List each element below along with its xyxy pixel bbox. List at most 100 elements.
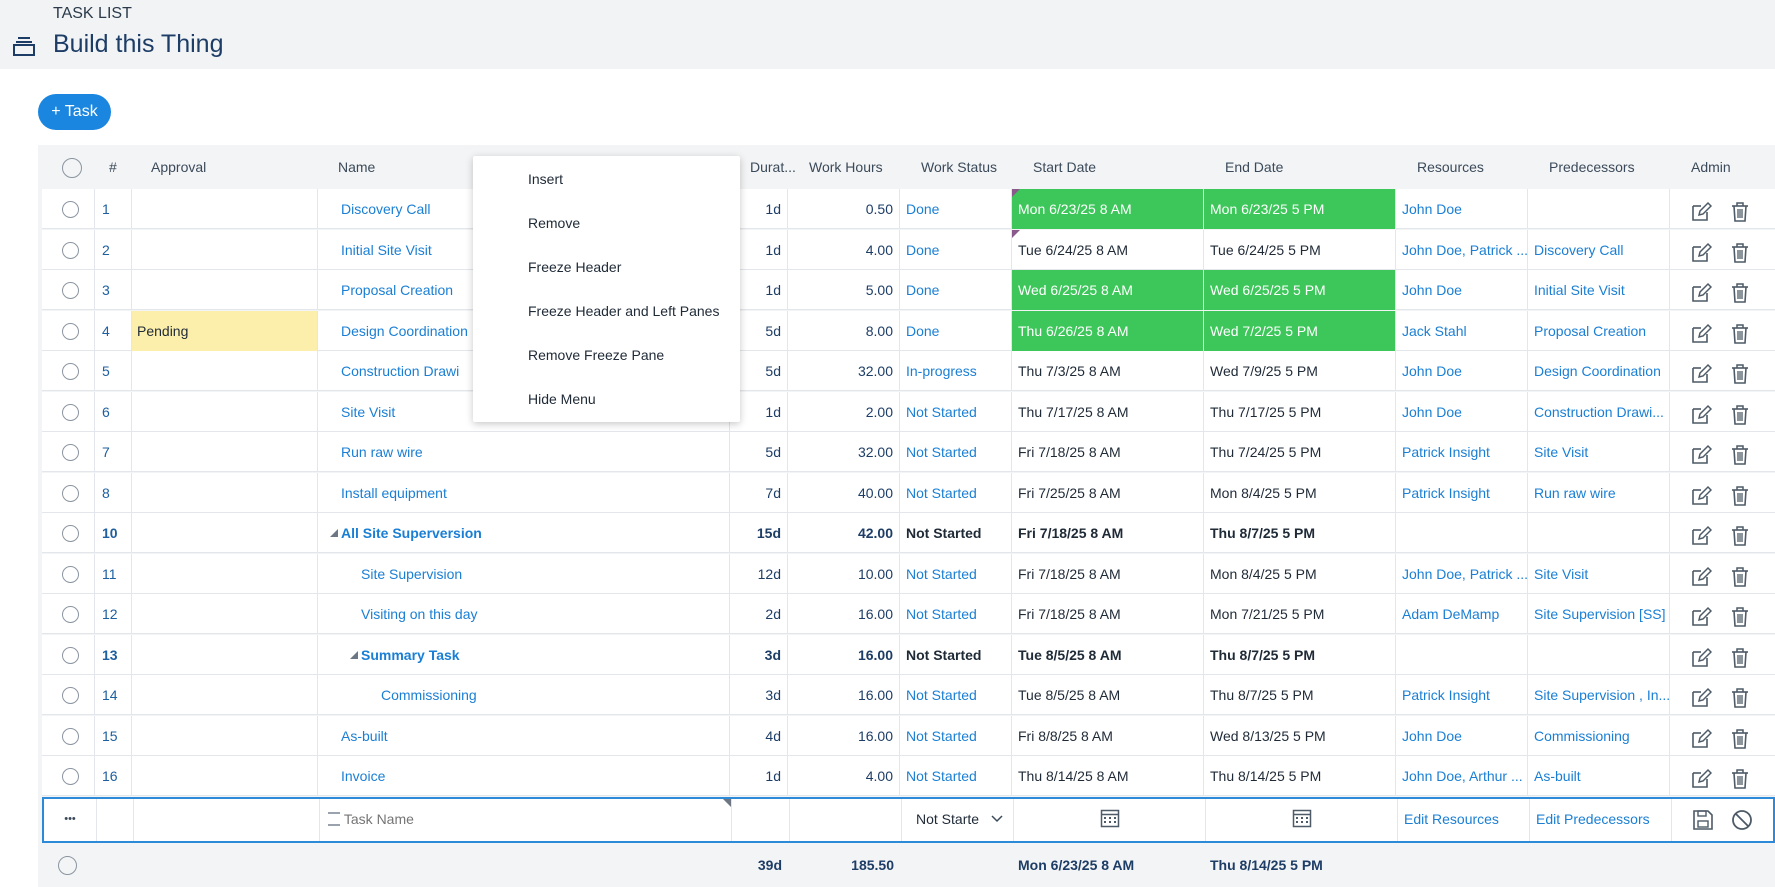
approval-cell[interactable] (132, 472, 318, 513)
trash-icon[interactable] (1729, 279, 1751, 303)
row-select-radio[interactable] (62, 484, 79, 502)
menu-item-freeze-header[interactable]: Freeze Header (528, 259, 622, 275)
row-select-radio[interactable] (62, 525, 79, 542)
table-row[interactable]: 5 Construction Drawi 5d 32.00 In-progress Thu… (42, 351, 1775, 391)
table-row[interactable]: 16 Invoice 1d 4.00 Not Started Thu 8/14/25 8 … (42, 756, 1775, 796)
end-date-cell[interactable]: Wed 7/9/25 5 PM (1204, 351, 1396, 391)
end-date-cell[interactable]: Tue 6/24/25 5 PM (1204, 229, 1396, 270)
predecessors-cell[interactable]: Construction Drawi... (1528, 391, 1670, 432)
col-header-number[interactable]: # (109, 159, 117, 175)
predecessors-cell[interactable] (1528, 513, 1670, 553)
work-status-cell[interactable]: Done (900, 189, 1012, 229)
work-status-cell[interactable]: Not Started (900, 675, 1012, 715)
task-name-link[interactable]: Run raw wire (341, 444, 423, 460)
trash-icon[interactable] (1729, 198, 1751, 222)
task-name-link[interactable]: Install equipment (341, 484, 447, 501)
row-select-radio[interactable] (62, 241, 79, 259)
col-header-approval[interactable]: Approval (151, 159, 207, 175)
work-hours-cell[interactable]: 4.00 (788, 756, 900, 796)
resources-cell[interactable]: John Doe, Arthur ... (1396, 756, 1528, 796)
more-options-button[interactable]: ••• (44, 799, 97, 841)
work-status-cell[interactable]: Not Started (900, 756, 1012, 796)
duration-cell[interactable]: 1d (730, 270, 788, 310)
status-dropdown[interactable]: Not Starte (902, 799, 1014, 841)
table-row[interactable]: 8 Install equipment 7d 40.00 Not Started Fri … (42, 472, 1775, 513)
duration-cell[interactable]: 1d (730, 229, 788, 270)
end-date-cell[interactable]: Mon 6/23/25 5 PM (1204, 189, 1396, 229)
work-hours-cell[interactable]: 32.00 (788, 351, 900, 391)
edit-icon[interactable] (1690, 522, 1713, 545)
edit-icon[interactable] (1690, 765, 1713, 788)
end-date-cell[interactable]: Wed 8/13/25 5 PM (1204, 715, 1396, 756)
start-date-cell[interactable]: Fri 7/18/25 8 AM (1012, 513, 1204, 553)
predecessors-cell[interactable]: Proposal Creation (1528, 310, 1670, 351)
table-row[interactable]: 14 Commissioning 3d 16.00 Not Started Tue 8/5… (42, 675, 1775, 715)
edit-icon[interactable] (1690, 401, 1713, 424)
work-hours-cell[interactable]: 16.00 (788, 634, 900, 675)
work-hours-cell[interactable]: 16.00 (788, 675, 900, 715)
task-name-link[interactable]: Visiting on this day (361, 606, 478, 622)
menu-icon[interactable] (13, 36, 35, 56)
trash-icon[interactable] (1729, 441, 1751, 465)
save-icon[interactable] (1692, 809, 1714, 831)
start-date-cell[interactable]: Thu 8/14/25 8 AM (1012, 756, 1204, 796)
work-hours-cell[interactable]: 42.00 (788, 513, 900, 553)
work-hours-cell[interactable]: 5.00 (788, 270, 900, 310)
resources-cell[interactable]: Patrick Insight (1396, 432, 1528, 472)
resources-cell[interactable]: John Doe, Patrick ... (1396, 229, 1528, 270)
task-name-link[interactable]: Site Visit (341, 403, 396, 420)
work-hours-cell[interactable]: 2.00 (788, 391, 900, 432)
end-date-cell[interactable]: Thu 8/7/25 5 PM (1204, 513, 1396, 553)
edit-icon[interactable] (1690, 320, 1713, 343)
work-status-cell[interactable]: Done (900, 270, 1012, 310)
end-date-cell[interactable]: Wed 6/25/25 5 PM (1204, 270, 1396, 310)
approval-cell[interactable] (132, 634, 318, 675)
table-row[interactable]: 4 Pending Design Coordination 5d 8.00 Done Thu… (42, 310, 1775, 351)
row-select-radio[interactable] (62, 403, 79, 421)
resources-cell[interactable]: John Doe (1396, 270, 1528, 310)
work-hours-cell[interactable]: 4.00 (788, 229, 900, 270)
start-date-cell[interactable]: Fri 7/18/25 8 AM (1012, 553, 1204, 594)
work-status-cell[interactable]: Not Started (900, 391, 1012, 432)
approval-cell[interactable]: Pending (132, 310, 318, 351)
duration-cell[interactable]: 3d (730, 634, 788, 675)
row-select-radio[interactable] (62, 363, 79, 380)
col-header-end-date[interactable]: End Date (1225, 159, 1284, 175)
trash-icon[interactable] (1729, 725, 1751, 749)
start-date-cell[interactable]: Thu 7/3/25 8 AM (1012, 351, 1204, 391)
name-cell[interactable]: All Site Superversion (318, 513, 730, 553)
resources-cell[interactable]: John Doe (1396, 391, 1528, 432)
trash-icon[interactable] (1729, 401, 1751, 425)
task-name-link[interactable]: Construction Drawi (341, 363, 460, 379)
edit-resources-link[interactable]: Edit Resources (1398, 799, 1530, 841)
work-hours-cell[interactable]: 32.00 (788, 432, 900, 472)
resources-cell[interactable] (1396, 513, 1528, 553)
row-select-radio[interactable] (62, 646, 79, 664)
approval-cell[interactable] (132, 715, 318, 756)
work-status-cell[interactable]: Not Started (900, 553, 1012, 594)
predecessors-cell[interactable]: Design Coordination (1528, 351, 1670, 391)
duration-cell[interactable]: 12d (730, 553, 788, 594)
approval-cell[interactable] (132, 756, 318, 796)
task-name-link[interactable]: Summary Task (361, 646, 460, 663)
trash-icon[interactable] (1729, 644, 1751, 668)
menu-item-remove[interactable]: Remove (528, 215, 581, 231)
row-select-radio[interactable] (62, 322, 79, 340)
resources-cell[interactable]: Patrick Insight (1396, 675, 1528, 715)
edit-icon[interactable] (1690, 239, 1713, 262)
trash-icon[interactable] (1729, 482, 1751, 506)
collapse-toggle-icon[interactable] (330, 529, 338, 537)
resources-cell[interactable]: John Doe (1396, 351, 1528, 391)
table-row[interactable]: 15 As-built 4d 16.00 Not Started Fri 8/8/25 8… (42, 715, 1775, 756)
approval-cell[interactable] (132, 513, 318, 553)
trash-icon[interactable] (1729, 522, 1751, 546)
start-date-cell[interactable]: Fri 7/18/25 8 AM (1012, 594, 1204, 634)
resources-cell[interactable]: Patrick Insight (1396, 472, 1528, 513)
duration-cell[interactable]: 4d (730, 715, 788, 756)
table-row[interactable]: 2 Initial Site Visit 1d 4.00 Done Tue 6/24/25… (42, 229, 1775, 270)
start-date-cell[interactable]: Wed 6/25/25 8 AM (1012, 270, 1204, 310)
task-name-input[interactable] (343, 811, 704, 827)
work-hours-cell[interactable]: 10.00 (788, 553, 900, 594)
col-header-work-status[interactable]: Work Status (921, 159, 997, 175)
duration-cell[interactable]: 1d (730, 756, 788, 796)
